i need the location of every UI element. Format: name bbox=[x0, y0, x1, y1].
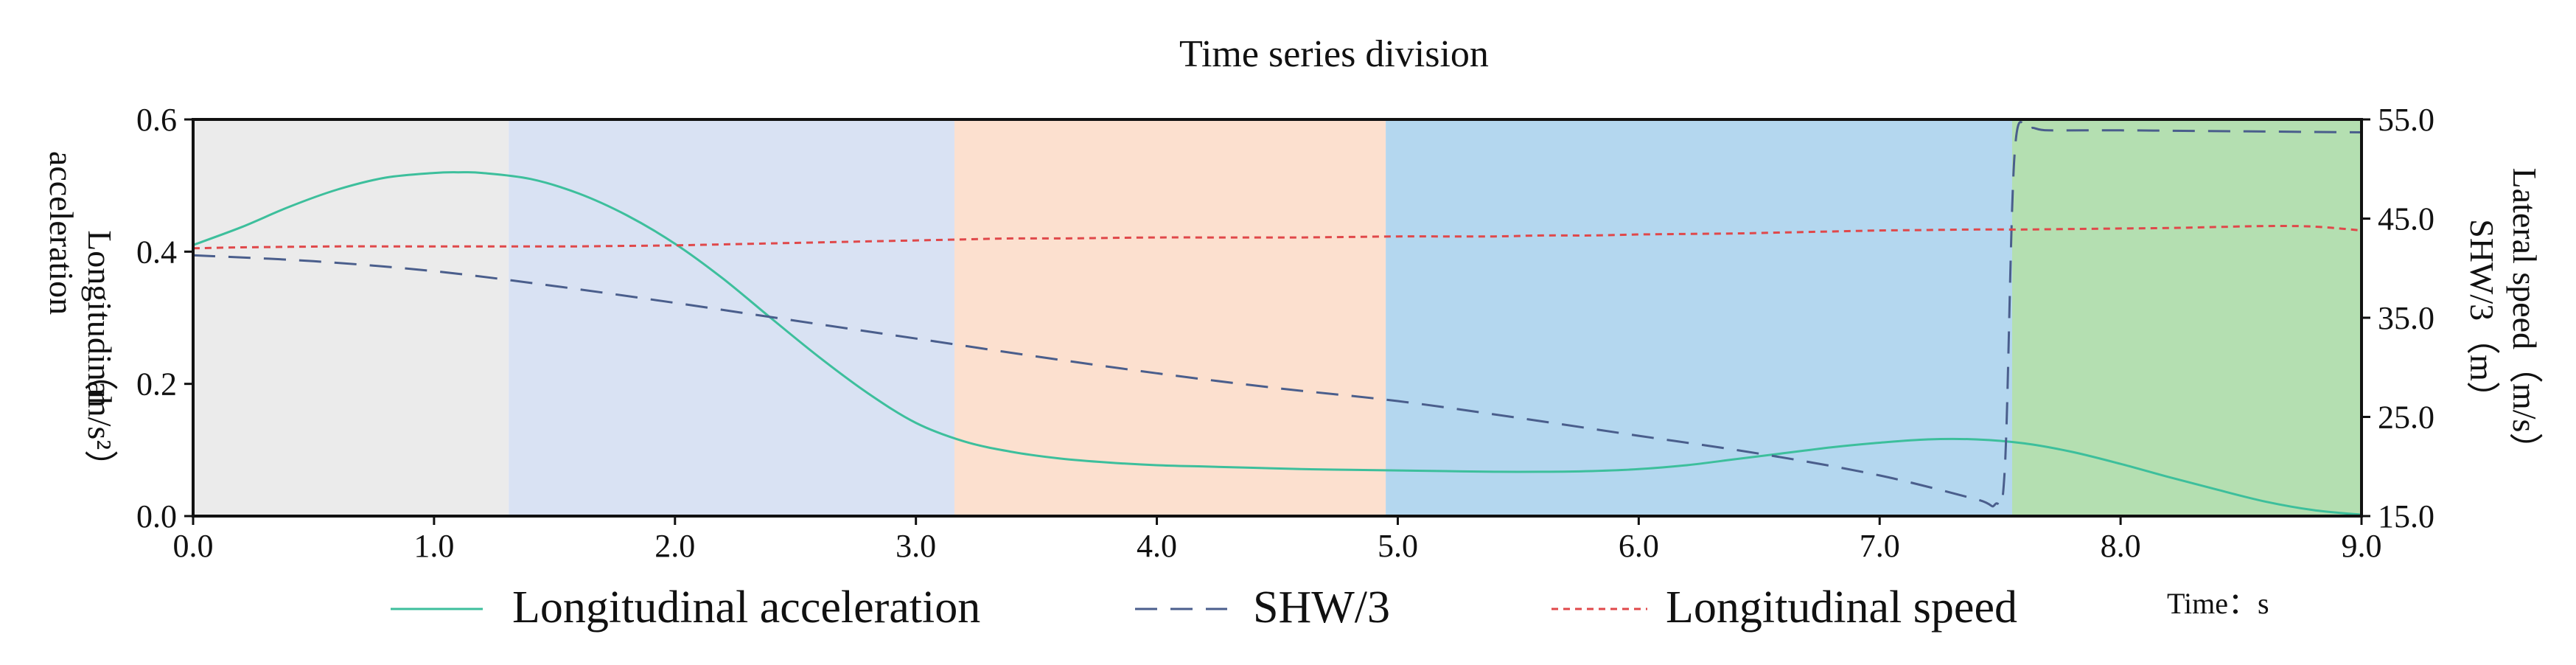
region-1 bbox=[193, 119, 509, 516]
ticks-layer: 0.0 1.0 2.0 3.0 4.0 5.0 6.0 7.0 8.0 9.0 0.0 0.2 0.4 0… bbox=[136, 102, 2434, 564]
x-tick-label: 4.0 bbox=[1137, 528, 1177, 564]
series-layer bbox=[192, 121, 2362, 516]
x-tick-label: 0.0 bbox=[173, 528, 214, 564]
right-y-tick-label: 55.0 bbox=[2378, 102, 2434, 138]
x-tick-label: 2.0 bbox=[655, 528, 695, 564]
region-4 bbox=[1386, 119, 2013, 516]
legend-label-shw: SHW/3 bbox=[1253, 582, 1390, 633]
chart-title: Time series division bbox=[1179, 33, 1489, 75]
left-axis-label-line2: acceleration bbox=[43, 151, 80, 315]
left-y-tick-label: 0.0 bbox=[136, 498, 177, 535]
right-axis-label-line2: SHW/3（m） bbox=[2463, 219, 2501, 415]
left-y-tick-label: 0.4 bbox=[136, 234, 177, 270]
regions-layer bbox=[193, 119, 2362, 516]
region-5 bbox=[2012, 119, 2362, 516]
x-axis-label: Time：s bbox=[2167, 587, 2269, 620]
right-y-tick-label: 45.0 bbox=[2378, 201, 2434, 237]
x-tick-label: 9.0 bbox=[2342, 528, 2382, 564]
right-axis-label-line1: Lateral speed（m/s） bbox=[2506, 168, 2544, 467]
x-tick-label: 8.0 bbox=[2101, 528, 2141, 564]
x-tick-label: 5.0 bbox=[1378, 528, 1418, 564]
left-axis-unit: （m/s²） bbox=[81, 357, 119, 484]
series-line-shw-3 bbox=[192, 121, 2362, 508]
x-tick-label: 7.0 bbox=[1860, 528, 1900, 564]
legend-label-speed: Longitudinal speed bbox=[1666, 582, 2017, 633]
series-line-longitudinal-speed bbox=[192, 225, 2362, 250]
right-y-tick-label: 25.0 bbox=[2378, 400, 2434, 436]
right-y-tick-label: 35.0 bbox=[2378, 300, 2434, 336]
legend-label-acceleration: Longitudinal acceleration bbox=[512, 582, 980, 633]
x-tick-label: 1.0 bbox=[413, 528, 454, 564]
left-y-tick-label: 0.2 bbox=[136, 366, 177, 403]
x-tick-label: 3.0 bbox=[896, 528, 936, 564]
series-line-longitudinal-acceleration bbox=[192, 171, 2362, 516]
legend: Longitudinal acceleration SHW/3 Longitud… bbox=[391, 582, 2017, 633]
region-3 bbox=[954, 119, 1386, 516]
left-y-tick-label: 0.6 bbox=[136, 102, 177, 138]
right-y-tick-label: 15.0 bbox=[2378, 498, 2434, 535]
left-axis-label-line1: Longitudinal bbox=[81, 230, 119, 405]
x-tick-label: 6.0 bbox=[1619, 528, 1659, 564]
region-2 bbox=[509, 119, 954, 516]
